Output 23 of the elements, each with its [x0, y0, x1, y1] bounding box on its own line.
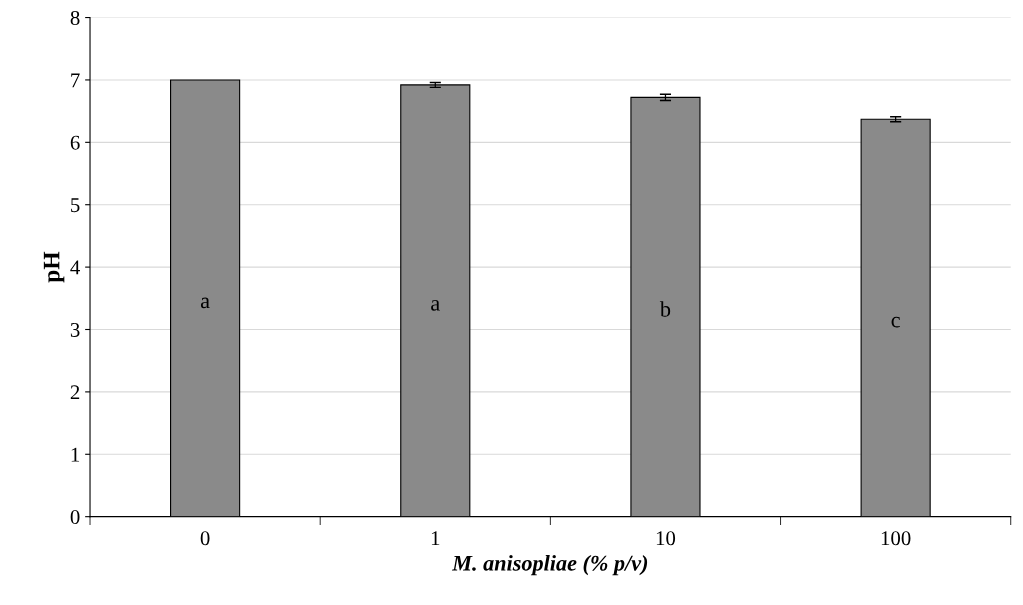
annotation: b: [659, 301, 671, 317]
x-tick-label: 0: [200, 531, 210, 546]
y-tick-label: 8: [70, 10, 80, 25]
annotation: a: [431, 300, 440, 311]
x-tick-label: 100: [881, 531, 911, 546]
y-tick-label: 1: [71, 447, 80, 462]
x-tick-label: 1: [431, 531, 440, 546]
y-tick-label: 5: [71, 198, 80, 213]
x-axis-title: M. anisopliae (% p/v): [451, 555, 648, 576]
y-tick-label: 6: [70, 135, 80, 150]
bar: [860, 118, 931, 517]
annotation: c: [891, 316, 900, 328]
bar: [630, 96, 701, 517]
y-tick-label: 4: [70, 260, 80, 275]
y-axis-title: pH: [43, 251, 65, 283]
y-tick-label: 7: [71, 73, 80, 88]
bar: [400, 84, 471, 517]
y-tick-label: 3: [70, 322, 80, 337]
y-tick-label: 0: [70, 510, 80, 525]
bar: [170, 79, 241, 517]
y-tick-label: 2: [70, 385, 80, 400]
x-tick-label: 10: [656, 531, 676, 546]
annotation: a: [200, 297, 210, 309]
